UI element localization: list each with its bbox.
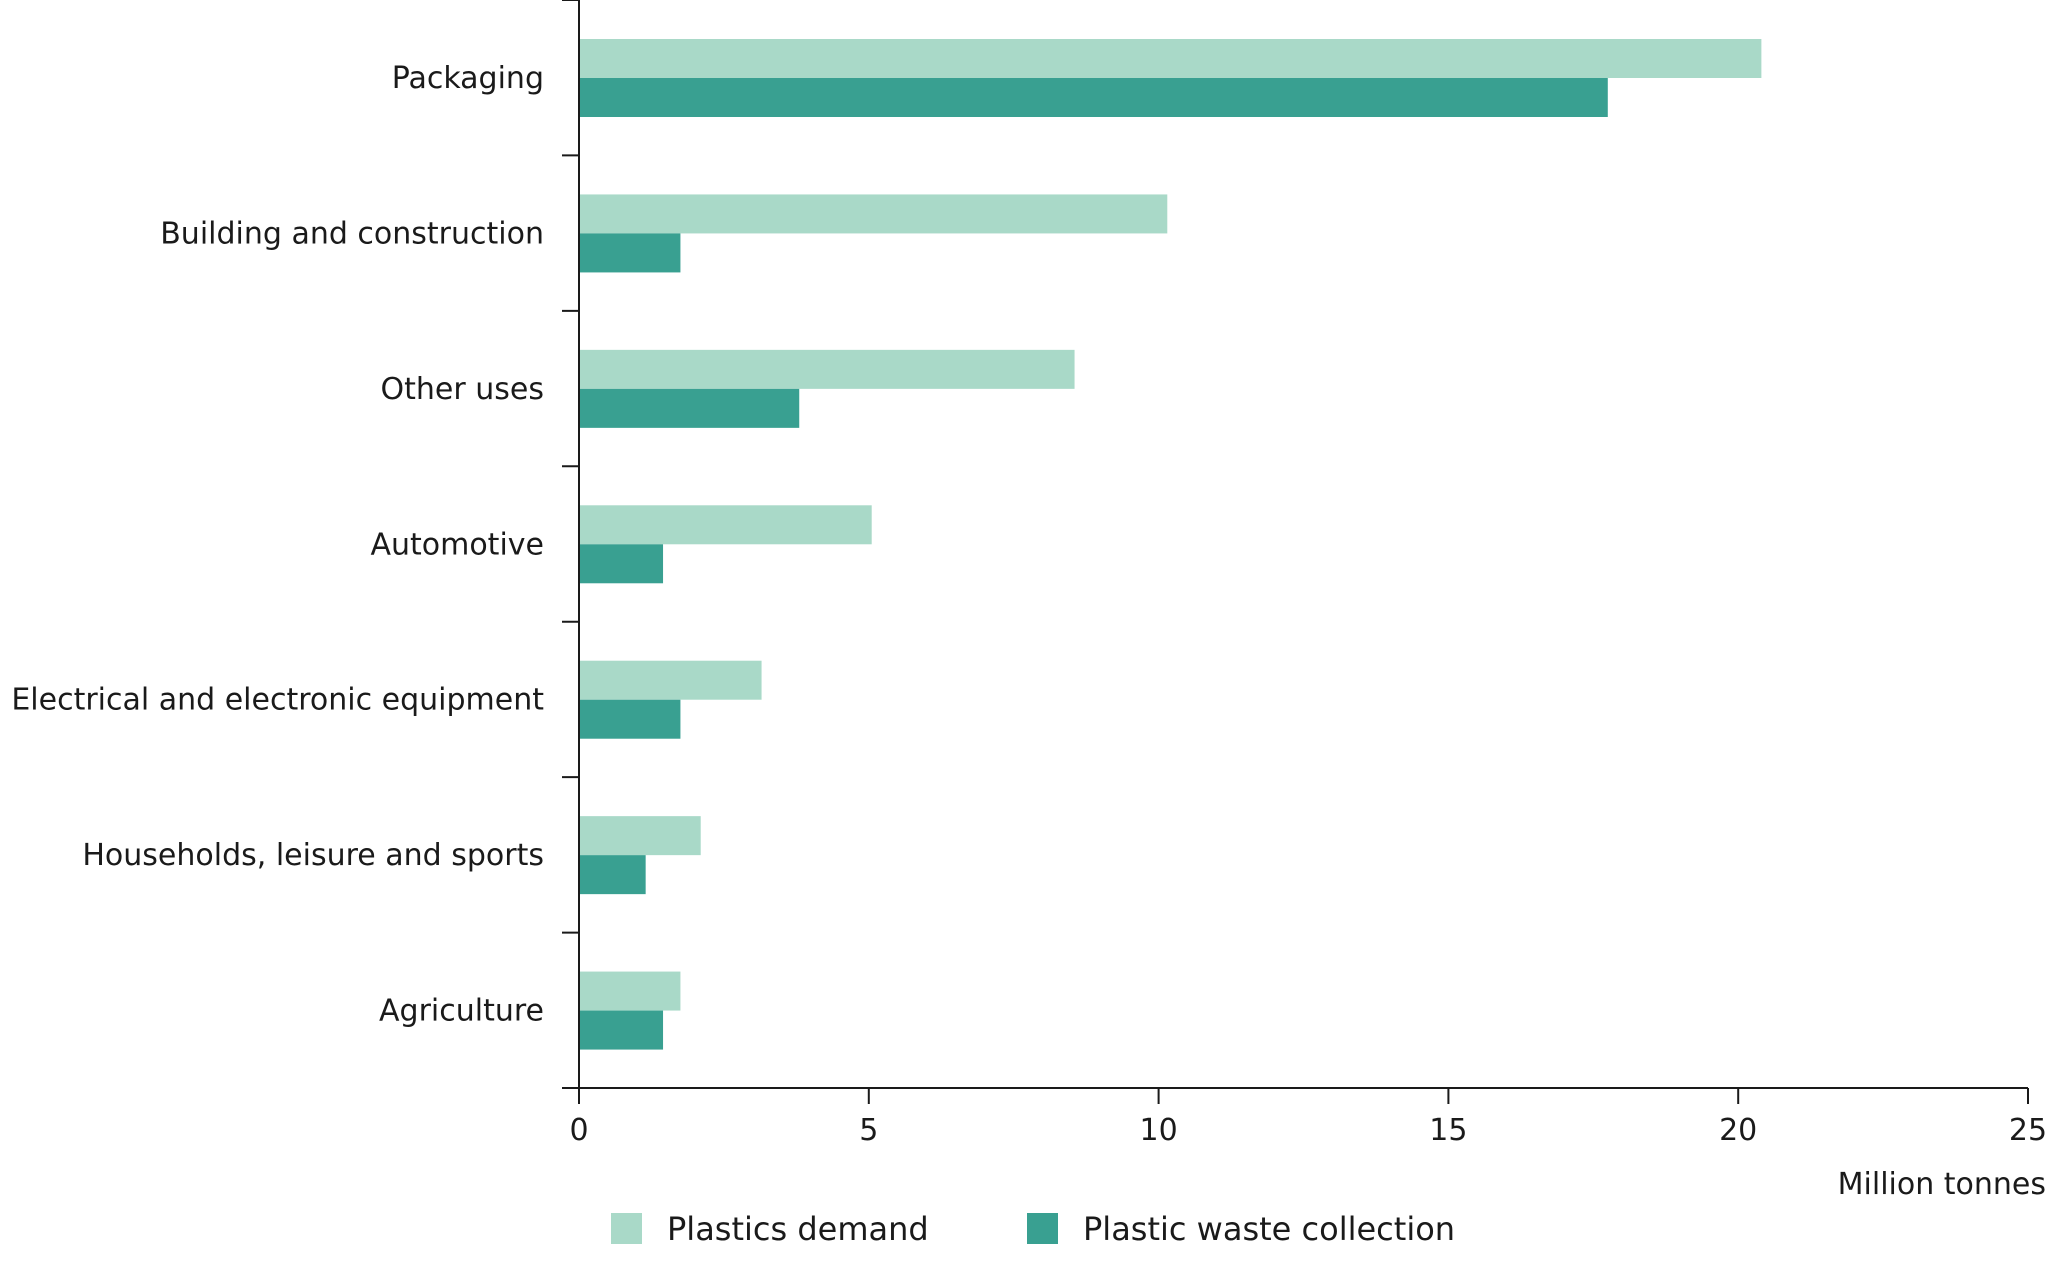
legend-item-plastic-waste-collection: Plastic waste collection [1027, 1210, 1455, 1248]
legend-swatch [611, 1213, 642, 1244]
category-label: Building and construction [160, 216, 544, 251]
bars-layer [579, 39, 1762, 1050]
x-tick-label: 15 [1429, 1113, 1467, 1148]
bar-plastic-waste-collection-agriculture [579, 1010, 664, 1050]
bar-plastic-waste-collection-households-leisure-and-sports [579, 855, 646, 895]
category-label: Electrical and electronic equipment [11, 683, 544, 718]
x-tick-label: 5 [859, 1113, 878, 1148]
bar-plastic-waste-collection-automotive [579, 544, 664, 584]
legend-swatch [1027, 1213, 1058, 1244]
bar-plastics-demand-other-uses [579, 349, 1075, 389]
x-tick-label: 0 [569, 1113, 588, 1148]
bar-plastics-demand-automotive [579, 505, 872, 545]
bar-plastic-waste-collection-other-uses [579, 388, 800, 428]
bar-plastic-waste-collection-packaging [579, 78, 1608, 117]
legend-label: Plastic waste collection [1083, 1210, 1455, 1248]
x-tick-label: 20 [1719, 1113, 1757, 1148]
category-labels: Packaging Building and construction Other … [11, 61, 544, 1029]
legend: Plastics demand Plastic waste collection [611, 1210, 1455, 1248]
legend-label: Plastics demand [667, 1210, 929, 1248]
bar-plastics-demand-building-and-construction [579, 194, 1168, 234]
bar-plastics-demand-households-leisure-and-sports [579, 816, 701, 856]
bar-plastic-waste-collection-building-and-construction [579, 233, 681, 273]
bar-plastics-demand-packaging [579, 39, 1762, 78]
bar-plastic-waste-collection-electrical-and-electronic-equipment [579, 699, 681, 739]
legend-item-plastics-demand: Plastics demand [611, 1210, 929, 1248]
axes: 0 5 10 15 20 25 Million tonnes [562, 0, 2047, 1202]
x-tick-label: 10 [1140, 1113, 1178, 1148]
category-label: Automotive [370, 527, 544, 562]
category-label: Packaging [392, 61, 544, 96]
x-tick-label: 25 [2009, 1113, 2047, 1148]
category-label: Other uses [381, 372, 544, 407]
x-axis-title: Million tonnes [1838, 1167, 2046, 1202]
category-label: Households, leisure and sports [82, 838, 544, 873]
bar-plastics-demand-agriculture [579, 971, 681, 1011]
bar-plastics-demand-electrical-and-electronic-equipment [579, 660, 762, 700]
category-label: Agriculture [379, 994, 544, 1029]
